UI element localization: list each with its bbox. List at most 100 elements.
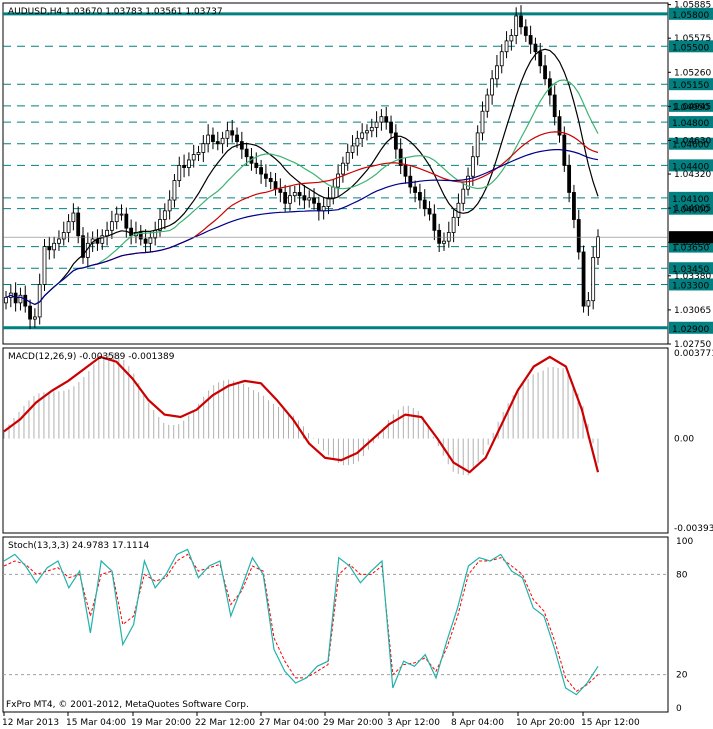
candle-body [105, 229, 109, 237]
candle-body [331, 186, 336, 199]
candle-body [206, 134, 211, 145]
candle-body [288, 195, 292, 204]
macd-signal-line [3, 355, 600, 474]
candle-body [302, 195, 307, 201]
candle-body [230, 130, 235, 136]
candle-body [215, 141, 220, 145]
price-axis-label: 1.05260 [674, 68, 711, 78]
candle-body [552, 94, 557, 118]
level-price-tag-bg [669, 240, 713, 253]
candle-body [336, 173, 340, 188]
moving-average-line [34, 48, 599, 305]
moving-average-line [5, 149, 599, 306]
level-price-tag: 1.04600 [672, 141, 709, 151]
candle-body [485, 94, 490, 112]
level-price-tag: 1.03450 [672, 265, 709, 275]
candle-body [461, 188, 466, 204]
stoch-main-line [3, 548, 599, 696]
candle-body [172, 180, 177, 201]
time-axis-label: 3 Apr 12:00 [387, 718, 440, 728]
candle-body [316, 202, 321, 212]
price-axis-label: 1.05885 [674, 1, 711, 11]
stochastic-panel[interactable] [2, 536, 669, 713]
candle-body [114, 213, 119, 223]
candle-body [57, 238, 61, 244]
time-axis-label: 29 Mar 20:00 [323, 718, 383, 728]
candle-body [191, 154, 196, 161]
level-price-tag-bg [669, 191, 713, 204]
candle-body [143, 238, 148, 244]
candle-body [509, 35, 514, 42]
candle-body [504, 40, 509, 53]
candle-body [225, 130, 230, 139]
candle-body [254, 162, 259, 168]
stoch-axis-label: 100 [676, 537, 693, 547]
candle-body [379, 116, 384, 123]
candle-body [567, 164, 572, 193]
level-price-tag-bg [669, 40, 713, 53]
candle-body [138, 232, 143, 240]
candle-body [273, 181, 278, 190]
stoch-signal-line [3, 553, 599, 692]
candle-body [162, 210, 167, 220]
candle-body [432, 213, 437, 231]
candle-body [32, 316, 37, 320]
time-axis-label: 19 Mar 20:00 [131, 718, 191, 728]
time-axis-label: 12 Mar 2013 [2, 718, 59, 728]
candle-body [446, 232, 451, 242]
candle-body [341, 162, 345, 175]
level-price-tag: 1.05800 [672, 11, 709, 21]
price-axis-label: 1.04630 [674, 136, 711, 146]
candle-body [528, 35, 533, 45]
candle-body [153, 229, 158, 239]
candle-body [129, 227, 134, 237]
macd-header: MACD(12,26,9) -0.003589 -0.001389 [8, 352, 175, 362]
time-axis-label: 15 Mar 04:00 [66, 718, 126, 728]
level-price-tag-bg [669, 78, 713, 91]
candle-body [312, 197, 316, 204]
candle-body [124, 213, 129, 229]
candle-body [211, 134, 215, 142]
candle-body [475, 132, 480, 158]
candle-body [408, 175, 413, 188]
candle-body [42, 246, 47, 285]
candle-body [71, 212, 76, 223]
candle-body [177, 164, 182, 181]
main-chart-panel[interactable] [2, 2, 669, 345]
level-price-tag-bg [669, 262, 713, 275]
candle-body [264, 173, 268, 179]
candle-body [278, 188, 283, 193]
candle-body [259, 167, 263, 175]
candle-body [389, 121, 393, 134]
candle-body [326, 197, 331, 207]
time-axis-label: 15 Apr 12:00 [581, 718, 640, 728]
main-header: AUDUSD,H4 1.03670 1.03783 1.03561 1.0373… [8, 7, 223, 17]
candle-body [81, 235, 85, 258]
candle-body [76, 212, 81, 237]
candle-body [52, 242, 57, 251]
candle-body [495, 65, 499, 80]
candle-body [572, 192, 576, 220]
candle-body [393, 132, 398, 150]
candle-body [413, 186, 418, 193]
candle-body [158, 219, 162, 231]
candle-body [456, 202, 461, 218]
candle-body [451, 216, 456, 233]
candle-body [28, 305, 32, 320]
candle-body [442, 240, 446, 244]
level-price-tag: 1.04800 [672, 119, 709, 129]
candle-body [109, 221, 114, 231]
candle-body [220, 137, 225, 145]
candle-body [369, 127, 374, 132]
level-price-tag: 1.02900 [672, 325, 709, 335]
candle-body [437, 229, 442, 244]
candle-body [384, 116, 389, 123]
price-axis-label: 1.05575 [674, 34, 711, 44]
candle-body [235, 134, 239, 142]
level-price-tag-bg [669, 137, 713, 150]
candle-body [403, 164, 408, 177]
stoch-axis-label: 0 [676, 704, 682, 714]
level-price-tag: 1.04100 [672, 195, 709, 205]
level-price-tag: 1.03300 [672, 281, 709, 291]
stoch-axis-label: 20 [676, 671, 688, 681]
